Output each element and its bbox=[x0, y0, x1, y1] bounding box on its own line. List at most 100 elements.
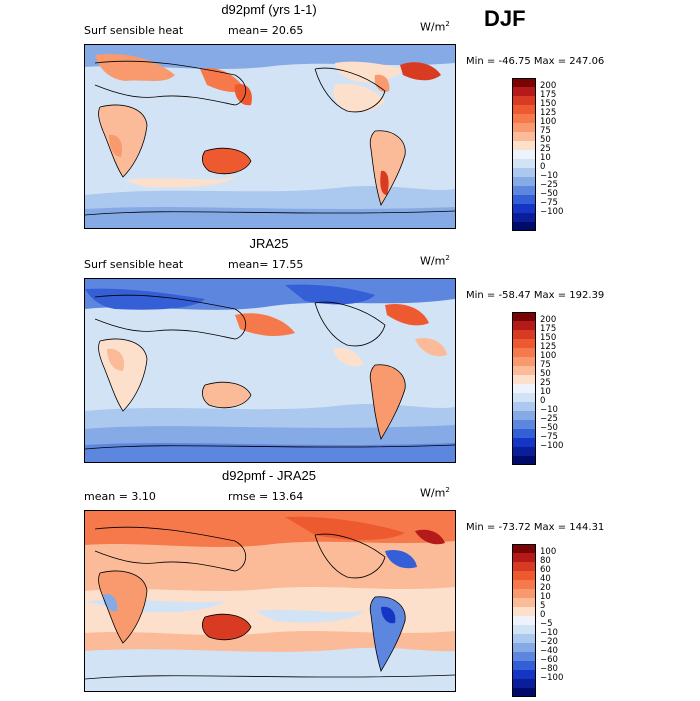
colorbar-box bbox=[512, 420, 536, 429]
colorbar-box bbox=[512, 402, 536, 411]
colorbar-label: 200 bbox=[540, 81, 557, 91]
colorbar-box bbox=[512, 643, 536, 652]
field-map bbox=[84, 510, 456, 692]
colorbar-label: 100 bbox=[540, 351, 557, 361]
stat-label: mean= 20.65 bbox=[228, 24, 304, 37]
colorbar-label: 10 bbox=[540, 153, 551, 163]
colorbar-label: −10 bbox=[540, 405, 558, 415]
map-canvas bbox=[85, 45, 455, 228]
colorbar-label: 10 bbox=[540, 592, 551, 602]
colorbar-box bbox=[512, 679, 536, 688]
colorbar-box bbox=[512, 456, 536, 465]
colorbar-label: 125 bbox=[540, 342, 557, 352]
colorbar-box bbox=[512, 114, 536, 123]
colorbar-label: 50 bbox=[540, 135, 551, 145]
colorbar-box bbox=[512, 634, 536, 643]
map-canvas bbox=[85, 279, 455, 462]
colorbar-label: 150 bbox=[540, 333, 557, 343]
colorbar-box bbox=[512, 330, 536, 339]
panel-model: d92pmf (yrs 1-1) Surf sensible heat mean… bbox=[0, 0, 700, 235]
colorbar-box bbox=[512, 429, 536, 438]
colorbar-label: 175 bbox=[540, 90, 557, 100]
colorbar-label: −60 bbox=[540, 655, 558, 665]
colorbar: 100 80 60 40 20 10 5 0 −5 −10 −20 −40 −60 −80 −100 bbox=[512, 544, 563, 697]
colorbar-box bbox=[512, 670, 536, 679]
colorbar-label: 50 bbox=[540, 369, 551, 379]
colorbar-box bbox=[512, 312, 536, 321]
colorbar-box bbox=[512, 553, 536, 562]
colorbar-box bbox=[512, 688, 536, 697]
colorbar-label: 60 bbox=[540, 565, 551, 575]
colorbar-box bbox=[512, 132, 536, 141]
variable-label: Surf sensible heat bbox=[84, 24, 184, 37]
colorbar-label: 80 bbox=[540, 556, 551, 566]
colorbar-label: −40 bbox=[540, 646, 558, 656]
season-label: DJF bbox=[484, 6, 526, 31]
min-max-label: Min = -73.72 Max = 144.31 bbox=[466, 522, 605, 533]
panel-difference: d92pmf - JRA25 mean = 3.10 rmse = 13.64 … bbox=[0, 466, 700, 701]
colorbar-label: 0 bbox=[540, 610, 546, 620]
colorbar-label: 75 bbox=[540, 360, 551, 370]
colorbar-label: 75 bbox=[540, 126, 551, 136]
colorbar-label: 40 bbox=[540, 574, 551, 584]
colorbar-box bbox=[512, 339, 536, 348]
colorbar-box bbox=[512, 562, 536, 571]
colorbar-box bbox=[512, 123, 536, 132]
colorbar-label: 0 bbox=[540, 396, 546, 406]
colorbar-box bbox=[512, 652, 536, 661]
colorbar-box bbox=[512, 177, 536, 186]
panel-reference: JRA25 Surf sensible heat mean= 17.55 W/m… bbox=[0, 234, 700, 469]
field-map bbox=[84, 44, 456, 229]
colorbar-box bbox=[512, 348, 536, 357]
colorbar-label: −25 bbox=[540, 180, 558, 190]
colorbar-box bbox=[512, 96, 536, 105]
colorbar-box bbox=[512, 213, 536, 222]
colorbar-box bbox=[512, 580, 536, 589]
colorbar-label: −80 bbox=[540, 664, 558, 674]
colorbar-box bbox=[512, 141, 536, 150]
colorbar-box bbox=[512, 447, 536, 456]
colorbar-label: −75 bbox=[540, 432, 558, 442]
colorbar-label: 0 bbox=[540, 162, 546, 172]
colorbar-box bbox=[512, 438, 536, 447]
colorbar-label: −100 bbox=[540, 673, 564, 683]
colorbar-box bbox=[512, 78, 536, 87]
colorbar-label: 175 bbox=[540, 324, 557, 334]
stat-rmse-label: rmse = 13.64 bbox=[228, 490, 304, 503]
colorbar-box bbox=[512, 105, 536, 114]
colorbar-label: 200 bbox=[540, 315, 557, 325]
stat-label: mean= 17.55 bbox=[228, 258, 304, 271]
colorbar-label: 25 bbox=[540, 144, 551, 154]
colorbar-label: 100 bbox=[540, 117, 557, 127]
unit-label: W/m2 bbox=[420, 254, 450, 268]
colorbar-box bbox=[512, 589, 536, 598]
colorbar-label: −20 bbox=[540, 637, 558, 647]
panel-title: d92pmf (yrs 1-1) bbox=[221, 2, 317, 17]
colorbar-label: 10 bbox=[540, 387, 551, 397]
colorbar-label: −50 bbox=[540, 189, 558, 199]
colorbar-box bbox=[512, 571, 536, 580]
colorbar-box bbox=[512, 625, 536, 634]
colorbar-label: 25 bbox=[540, 378, 551, 388]
field-map bbox=[84, 278, 456, 463]
colorbar-box bbox=[512, 150, 536, 159]
colorbar-box bbox=[512, 598, 536, 607]
colorbar-label: −100 bbox=[540, 207, 564, 217]
colorbar-label: 150 bbox=[540, 99, 557, 109]
colorbar-label: −10 bbox=[540, 171, 558, 181]
colorbar-label: 100 bbox=[540, 547, 557, 557]
colorbar-box bbox=[512, 411, 536, 420]
colorbar: 200 175 150 125 100 75 50 25 10 0 −10 −25 −50 −75 −100 bbox=[512, 78, 563, 231]
colorbar-box bbox=[512, 204, 536, 213]
colorbar-box bbox=[512, 661, 536, 670]
colorbar-box bbox=[512, 366, 536, 375]
stat-mean-label: mean = 3.10 bbox=[84, 490, 156, 503]
colorbar-box bbox=[512, 393, 536, 402]
min-max-label: Min = -58.47 Max = 192.39 bbox=[466, 290, 605, 301]
colorbar-box bbox=[512, 607, 536, 616]
colorbar-label: −75 bbox=[540, 198, 558, 208]
unit-label: W/m2 bbox=[420, 486, 450, 500]
colorbar-label: 20 bbox=[540, 583, 551, 593]
colorbar-box bbox=[512, 384, 536, 393]
panel-title: JRA25 bbox=[249, 236, 289, 251]
